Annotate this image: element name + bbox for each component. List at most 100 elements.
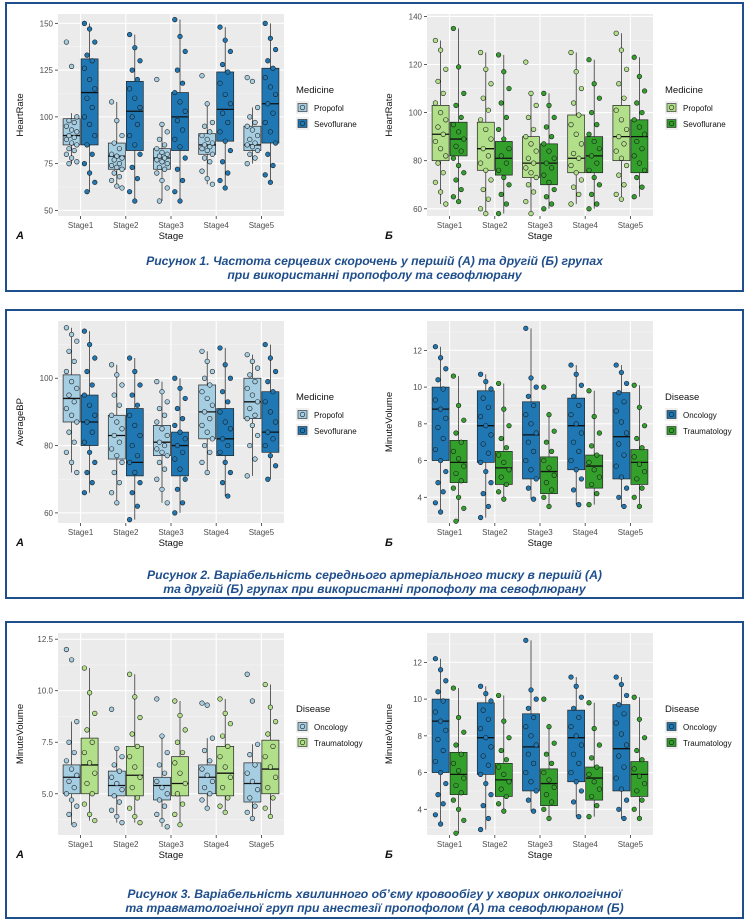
data-point xyxy=(119,754,125,760)
y-axis-title: MinuteVolume xyxy=(15,704,26,764)
data-point xyxy=(68,766,75,772)
data-point xyxy=(568,362,574,368)
data-point xyxy=(172,375,178,381)
data-point xyxy=(177,144,183,150)
data-point xyxy=(589,481,595,488)
data-point xyxy=(217,345,223,351)
data-point xyxy=(92,412,98,418)
data-point xyxy=(631,766,637,772)
data-point xyxy=(631,382,637,388)
x-tick-label: Stage5 xyxy=(618,840,644,849)
data-point xyxy=(624,126,630,133)
data-point xyxy=(108,99,115,105)
data-point xyxy=(440,131,446,137)
data-point xyxy=(209,368,215,375)
data-point xyxy=(485,196,491,202)
data-point xyxy=(443,727,449,733)
y-tick-label: 75 xyxy=(44,160,53,169)
data-point xyxy=(129,67,135,73)
data-point xyxy=(199,146,205,152)
data-point xyxy=(207,129,213,135)
data-point xyxy=(159,389,165,395)
data-point xyxy=(180,127,186,133)
data-point xyxy=(177,466,183,472)
data-point xyxy=(440,698,446,704)
data-point xyxy=(225,493,231,499)
data-point xyxy=(111,469,117,476)
data-point xyxy=(483,378,489,385)
x-tick-label: Stage5 xyxy=(618,528,644,537)
data-point xyxy=(156,198,162,204)
data-point xyxy=(455,198,462,205)
data-point xyxy=(162,442,168,449)
data-point xyxy=(262,681,268,688)
data-point xyxy=(207,758,213,764)
data-point xyxy=(613,191,619,197)
data-point xyxy=(642,131,648,137)
data-point xyxy=(255,147,261,154)
data-point xyxy=(134,743,140,749)
data-point xyxy=(267,84,274,90)
data-point xyxy=(477,514,484,521)
data-point xyxy=(182,395,188,402)
data-point xyxy=(202,784,208,791)
data-point xyxy=(642,88,648,94)
data-point xyxy=(137,820,143,826)
data-point xyxy=(432,709,439,715)
data-point xyxy=(132,368,138,375)
data-point xyxy=(182,476,188,482)
data-point xyxy=(227,375,233,381)
x-tick-label: Stage4 xyxy=(204,840,230,849)
legend-key-point xyxy=(299,120,306,127)
data-point xyxy=(227,147,233,154)
data-point xyxy=(523,412,529,418)
data-point xyxy=(81,328,87,334)
data-point xyxy=(68,657,75,663)
data-point xyxy=(596,474,602,480)
data-point xyxy=(616,390,622,396)
data-point xyxy=(485,815,491,822)
data-point xyxy=(207,416,213,422)
data-point xyxy=(119,787,125,793)
data-point xyxy=(450,760,456,766)
data-point xyxy=(202,123,208,129)
data-point xyxy=(86,760,93,766)
legend-entry: Oncology xyxy=(683,411,717,420)
data-point xyxy=(262,172,268,178)
data-point xyxy=(586,167,592,173)
data-point xyxy=(503,757,509,763)
y-tick-label: 150 xyxy=(40,19,54,28)
data-point xyxy=(207,449,213,455)
data-point xyxy=(249,815,255,822)
data-point xyxy=(129,442,135,449)
x-tick-label: Stage2 xyxy=(482,221,508,230)
data-point xyxy=(589,793,595,800)
data-point xyxy=(488,177,494,183)
x-tick-label: Stage2 xyxy=(482,528,508,537)
data-point xyxy=(114,118,120,124)
data-point xyxy=(252,378,258,385)
data-point xyxy=(129,164,135,170)
data-point xyxy=(531,126,537,133)
data-point xyxy=(639,445,645,451)
data-point xyxy=(111,157,117,163)
data-point xyxy=(586,700,592,706)
data-point xyxy=(199,389,205,395)
data-point xyxy=(252,140,258,146)
data-point xyxy=(616,134,622,140)
data-point xyxy=(108,412,115,418)
data-point xyxy=(483,468,489,475)
data-point xyxy=(273,91,279,98)
legend-key-point xyxy=(299,104,306,111)
y-tick-label: 10 xyxy=(413,383,422,392)
data-point xyxy=(483,690,489,697)
data-point xyxy=(639,109,645,116)
y-tick-label: 8 xyxy=(418,732,423,741)
data-point xyxy=(458,148,464,154)
data-point xyxy=(541,141,547,147)
data-point xyxy=(66,132,72,139)
data-point xyxy=(480,491,486,497)
data-point xyxy=(461,505,467,511)
data-point xyxy=(63,39,70,45)
data-point xyxy=(126,671,133,677)
